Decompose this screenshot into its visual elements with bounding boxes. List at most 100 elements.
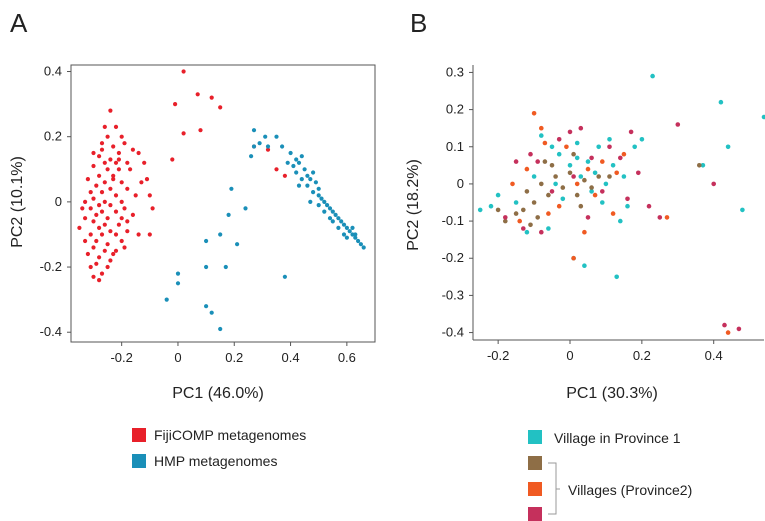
scatter-point [116, 150, 121, 156]
scatter-point [130, 212, 135, 217]
x-tick-label: 0.2 [633, 348, 651, 363]
scatter-point [531, 174, 537, 179]
scatter-point [113, 124, 119, 129]
scatter-point [592, 192, 598, 198]
panel-a-x-axis-title: PC1 (46.0%) [172, 385, 264, 402]
scatter-point [636, 170, 641, 176]
scatter-point [77, 225, 82, 230]
scatter-point [336, 216, 341, 221]
scatter-point [99, 209, 105, 214]
scatter-point [521, 226, 526, 231]
scatter-point [341, 232, 347, 237]
scatter-point [251, 144, 257, 149]
y-tick-label: 0.2 [44, 129, 62, 144]
x-tick-label: 0 [174, 350, 181, 365]
scatter-point [596, 144, 601, 150]
scatter-point [299, 154, 304, 159]
scatter-point [556, 151, 562, 157]
scatter-point [585, 166, 591, 172]
scatter-point [282, 274, 287, 279]
scatter-point [108, 258, 113, 263]
scatter-point [91, 274, 96, 279]
y-tick-label: 0 [457, 176, 464, 191]
scatter-point [725, 330, 731, 335]
legend-label-hmp: HMP metagenomes [154, 453, 277, 469]
y-tick-label: -0.4 [442, 325, 464, 340]
legend-swatch-hmp [132, 454, 146, 468]
scatter-point [108, 186, 113, 191]
scatter-point [288, 150, 293, 156]
scatter-point [226, 212, 231, 217]
scatter-point [122, 141, 127, 146]
scatter-point [83, 238, 88, 244]
scatter-point [477, 207, 483, 213]
scatter-point [122, 245, 127, 250]
scatter-point [553, 181, 558, 187]
y-tick-label: -0.3 [442, 287, 464, 302]
scatter-point [353, 232, 358, 237]
scatter-point [316, 186, 321, 191]
scatter-point [621, 151, 627, 157]
scatter-point [539, 133, 544, 138]
scatter-point [524, 229, 530, 235]
scatter-point [119, 238, 124, 244]
scatter-point [574, 140, 580, 146]
scatter-point [600, 159, 605, 164]
y-tick-label: -0.2 [442, 250, 464, 265]
scatter-point [263, 134, 268, 139]
scatter-point [589, 185, 594, 190]
panel-label-b: B [410, 8, 427, 38]
scatter-point [97, 203, 102, 208]
panel-a-legend: FijiCOMP metagenomes HMP metagenomes [132, 427, 306, 469]
scatter-point [265, 144, 271, 149]
scatter-point [592, 170, 598, 176]
scatter-point [542, 159, 548, 164]
scatter-point [325, 203, 330, 208]
panel-b-x-ticks: -0.2 0 0.2 0.4 [487, 340, 723, 363]
scatter-point [578, 203, 584, 209]
scatter-point [125, 229, 130, 234]
scatter-point [147, 232, 152, 237]
scatter-point [97, 278, 102, 283]
scatter-point [578, 174, 584, 179]
scatter-point [549, 144, 555, 150]
scatter-point [344, 225, 349, 230]
x-tick-label: 0.6 [338, 350, 356, 365]
scatter-point [308, 177, 313, 182]
scatter-point [91, 219, 96, 224]
scatter-point [542, 140, 548, 146]
scatter-point [513, 200, 519, 205]
scatter-point [125, 186, 130, 191]
legend-swatch-province1 [528, 430, 542, 444]
scatter-point [218, 232, 223, 237]
scatter-point [503, 218, 508, 224]
y-tick-label: 0.1 [446, 139, 464, 154]
scatter-point [582, 177, 587, 183]
scatter-point [531, 111, 537, 116]
scatter-point [524, 166, 530, 172]
scatter-point [313, 180, 318, 185]
scatter-point [567, 129, 573, 135]
scatter-point [621, 174, 627, 179]
scatter-point [607, 174, 612, 179]
scatter-point [539, 181, 544, 187]
scatter-point [102, 124, 107, 129]
panel-a-frame [70, 64, 376, 343]
scatter-point [113, 232, 119, 237]
panel-b-y-axis-title: PC2 (18.2%) [405, 159, 422, 251]
scatter-point [285, 160, 290, 165]
scatter-point [528, 222, 533, 228]
x-tick-label: -0.2 [487, 348, 509, 363]
scatter-point [535, 159, 540, 164]
scatter-point [119, 199, 124, 204]
scatter-point [296, 160, 302, 165]
scatter-point [546, 192, 551, 198]
scatter-point [83, 216, 88, 221]
scatter-point [94, 261, 99, 266]
scatter-point [510, 181, 515, 187]
scatter-point [549, 163, 555, 168]
scatter-point [556, 203, 562, 209]
scatter-point [574, 181, 580, 187]
scatter-point [531, 200, 537, 205]
scatter-point [488, 203, 494, 209]
